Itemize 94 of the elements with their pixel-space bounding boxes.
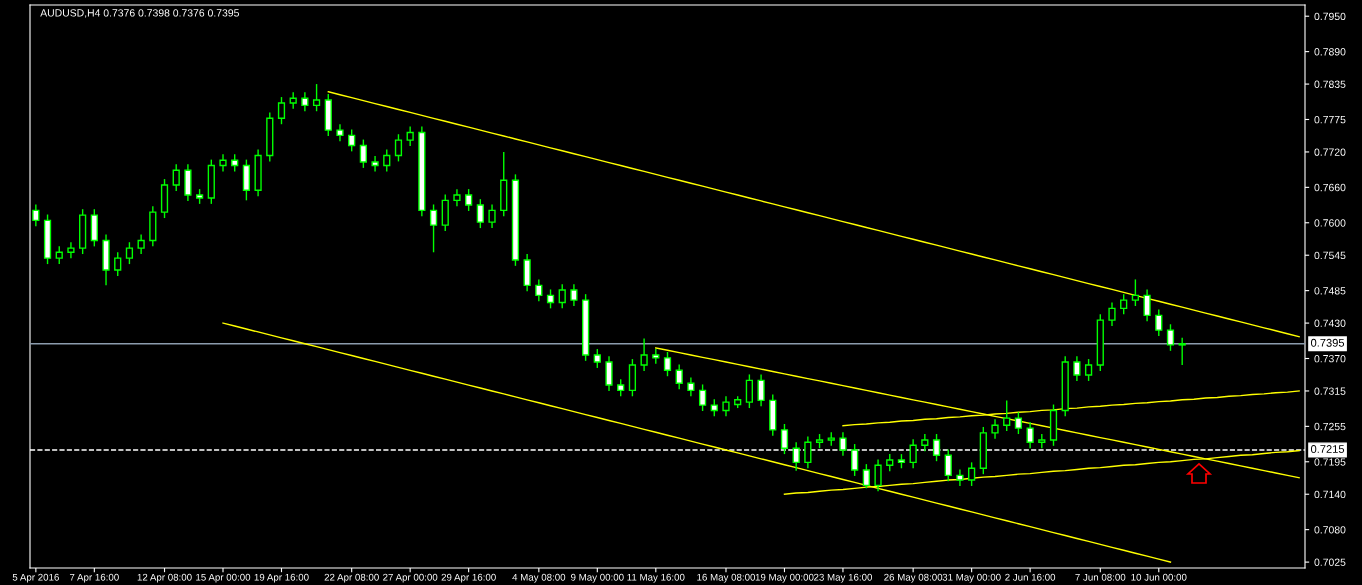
candlestick <box>137 233 145 255</box>
candlestick <box>570 283 578 307</box>
candlestick <box>1155 308 1163 337</box>
candlestick <box>406 125 414 147</box>
candlestick <box>277 96 286 125</box>
x-tick-label: 29 Apr 16:00 <box>441 573 496 583</box>
x-tick-label: 2 Jun 16:00 <box>1005 573 1056 581</box>
y-tick-label: 0.7835 <box>1314 80 1346 88</box>
y-tick-label: 0.7485 <box>1314 287 1346 295</box>
y-tick-label: 0.7140 <box>1314 490 1346 499</box>
x-tick-label: 11 May 16:00 <box>627 573 685 583</box>
candlestick <box>289 91 297 110</box>
candlestick <box>172 163 180 192</box>
candlestick <box>1143 288 1151 323</box>
candlestick <box>1084 358 1093 382</box>
x-tick-label: 10 Jun 00:00 <box>1131 573 1187 581</box>
candlestick <box>1108 301 1116 327</box>
candlestick <box>722 395 730 418</box>
x-tick-label: 4 May 08:00 <box>512 573 566 583</box>
candlestick <box>488 203 496 229</box>
y-tick-label: 0.7660 <box>1314 183 1346 192</box>
candlestick <box>605 355 613 392</box>
candlestick <box>1003 399 1011 432</box>
candlestick <box>804 435 812 469</box>
candlestick <box>956 468 964 487</box>
candlestick <box>968 461 976 487</box>
candlestick <box>312 83 321 112</box>
candlestick <box>348 128 356 153</box>
candlestick <box>909 438 917 469</box>
ref-line-label: 0.7395 <box>1310 338 1345 347</box>
x-tick-label: 16 May 08:00 <box>697 573 756 583</box>
ref-line-label: 0.7215 <box>1310 445 1345 453</box>
x-tick-label: 9 May 00:00 <box>571 573 624 583</box>
candlestick <box>371 155 379 173</box>
y-tick-label: 0.7545 <box>1314 251 1346 260</box>
candlestick <box>114 251 122 277</box>
candlestick <box>1166 323 1175 352</box>
candlestick <box>535 278 543 302</box>
candlestick <box>862 463 870 490</box>
candlestick <box>558 283 566 310</box>
x-tick-label: 5 Apr 2016 <box>12 573 59 583</box>
candlestick <box>1026 421 1034 449</box>
candlestick <box>301 91 309 112</box>
candlestick <box>663 351 672 377</box>
candlestick <box>465 188 473 212</box>
candlestick <box>698 383 707 412</box>
candlestick <box>476 198 484 229</box>
x-tick-label: 31 May 00:00 <box>942 573 1001 583</box>
line-series <box>327 91 1300 338</box>
x-tick-label: 19 May 00:00 <box>755 573 814 583</box>
candlestick <box>383 148 391 173</box>
candlestick <box>757 373 765 407</box>
y-tick-label: 0.7195 <box>1314 458 1346 466</box>
candlestick <box>394 133 403 163</box>
candlestick <box>745 373 754 409</box>
candlestick <box>546 288 555 310</box>
y-tick-label: 0.7775 <box>1314 115 1346 124</box>
x-tick-label: 26 May 08:00 <box>884 573 943 583</box>
candlestick <box>1131 278 1140 307</box>
x-tick-label: 22 Apr 08:00 <box>324 573 379 583</box>
candlestick <box>991 418 999 440</box>
x-tick-label: 19 Apr 16:00 <box>254 573 309 583</box>
y-tick-label: 0.7890 <box>1314 48 1346 56</box>
y-tick-label: 0.7370 <box>1314 355 1346 363</box>
x-tick-label: 7 Jun 08:00 <box>1075 573 1126 581</box>
x-tick-label: 23 May 16:00 <box>813 573 873 583</box>
candlestick <box>125 241 134 265</box>
candlestick <box>593 348 601 369</box>
candlestick <box>874 458 882 492</box>
y-tick-label: 0.7600 <box>1314 219 1346 227</box>
x-tick-label: 27 Apr 00:00 <box>383 573 438 583</box>
y-tick-label: 0.7315 <box>1314 387 1346 395</box>
chart-title: AUDUSD,H4 0.7376 0.7398 0.7376 0.7395 <box>40 9 239 18</box>
candlestick <box>1073 355 1081 382</box>
candlestick <box>429 203 438 253</box>
y-tick-label: 0.7950 <box>1314 12 1346 21</box>
y-tick-label: 0.7025 <box>1314 558 1346 566</box>
candlestick <box>219 153 227 173</box>
y-tick-label: 0.7255 <box>1314 422 1346 431</box>
candlestick <box>67 241 75 259</box>
candlestick <box>687 376 695 397</box>
y-tick-label: 0.7080 <box>1314 526 1346 534</box>
candlestick <box>675 363 683 390</box>
x-tick-label: 15 Apr 00:00 <box>196 573 251 583</box>
y-tick-label: 0.7430 <box>1314 319 1346 327</box>
candlestick <box>1178 337 1186 366</box>
candlestick <box>1120 293 1128 315</box>
y-tick-label: 0.7720 <box>1314 148 1346 156</box>
candlestick <box>359 138 367 169</box>
candlestick <box>640 337 648 372</box>
candlestick <box>1014 411 1023 435</box>
candlestick <box>1038 433 1046 449</box>
x-tick-label: 12 Apr 08:00 <box>137 573 192 583</box>
x-tick-label: 7 Apr 16:00 <box>69 573 119 583</box>
